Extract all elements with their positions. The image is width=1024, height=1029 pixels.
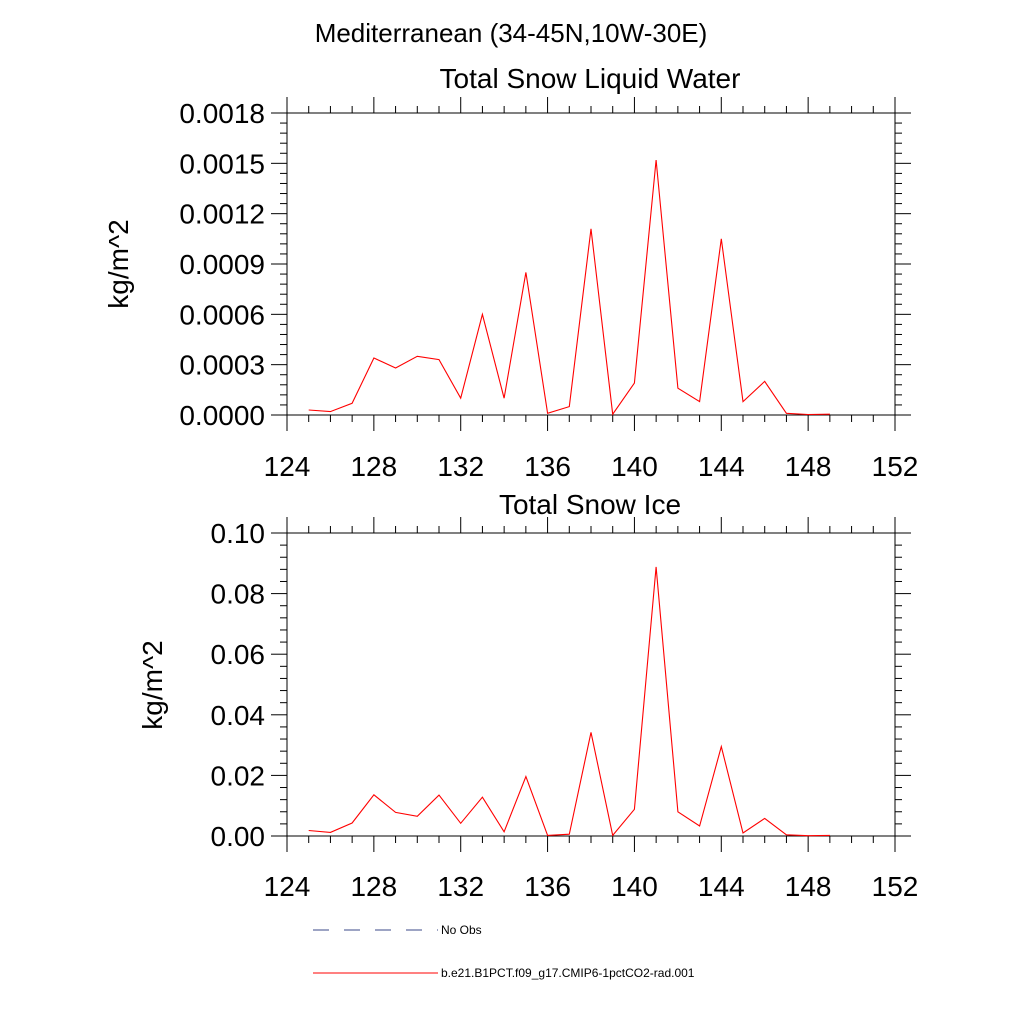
x-tick-label: 132 [437, 871, 484, 902]
legend-label-model: b.e21.B1PCT.f09_g17.CMIP6-1pctCO2-rad.00… [441, 966, 695, 980]
x-tick-label: 140 [611, 871, 658, 902]
y-tick-label: 0.06 [211, 639, 266, 670]
x-tick-label: 124 [264, 451, 311, 482]
x-tick-label: 144 [698, 451, 745, 482]
y-tick-label: 0.08 [211, 579, 266, 610]
y-axis-label: kg/m^2 [137, 640, 168, 729]
y-tick-label: 0.02 [211, 760, 266, 791]
x-tick-label: 148 [785, 871, 832, 902]
y-axis-label: kg/m^2 [103, 219, 134, 308]
x-tick-label: 144 [698, 871, 745, 902]
y-tick-label: 0.0006 [179, 299, 265, 330]
y-tick-label: 0.0012 [179, 199, 265, 230]
y-tick-label: 0.04 [211, 700, 266, 731]
x-tick-label: 128 [350, 871, 397, 902]
chart-title: Total Snow Ice [499, 489, 681, 520]
series-line [308, 566, 830, 837]
x-tick-label: 136 [524, 451, 571, 482]
chart-panel-1: Total Snow Liquid Water kg/m^2 124 128 132 13… [103, 63, 918, 482]
plot-frame [286, 112, 896, 416]
y-tick-label: 0.0003 [179, 350, 265, 381]
y-tick-label: 0.0000 [179, 400, 265, 431]
x-tick-label: 132 [437, 451, 484, 482]
y-tick-label: 0.0015 [179, 148, 265, 179]
x-tick-label: 128 [350, 451, 397, 482]
figure-suptitle: Mediterranean (34-45N,10W-30E) [314, 18, 708, 48]
y-tick-label: 0.0009 [179, 249, 265, 280]
x-tick-label: 136 [524, 871, 571, 902]
x-tick-label: 152 [872, 871, 919, 902]
x-tick-label: 148 [785, 451, 832, 482]
x-tick-label: 140 [611, 451, 658, 482]
chart-title: Total Snow Liquid Water [440, 63, 741, 94]
x-tick-label: 124 [264, 871, 311, 902]
y-tick-label: 0.10 [211, 518, 266, 549]
legend-label-no-obs: No Obs [441, 923, 482, 937]
chart-panel-2: Total Snow Ice kg/m^2 124 128 132 136 140 144 14… [137, 489, 918, 902]
x-tick-label: 152 [872, 451, 919, 482]
legend: No Obs b.e21.B1PCT.f09_g17.CMIP6-1pctCO2-… [313, 923, 695, 980]
series-line [308, 159, 830, 416]
y-tick-label: 0.00 [211, 821, 266, 852]
y-tick-label: 0.0018 [179, 98, 265, 129]
plot-frame [286, 532, 896, 837]
